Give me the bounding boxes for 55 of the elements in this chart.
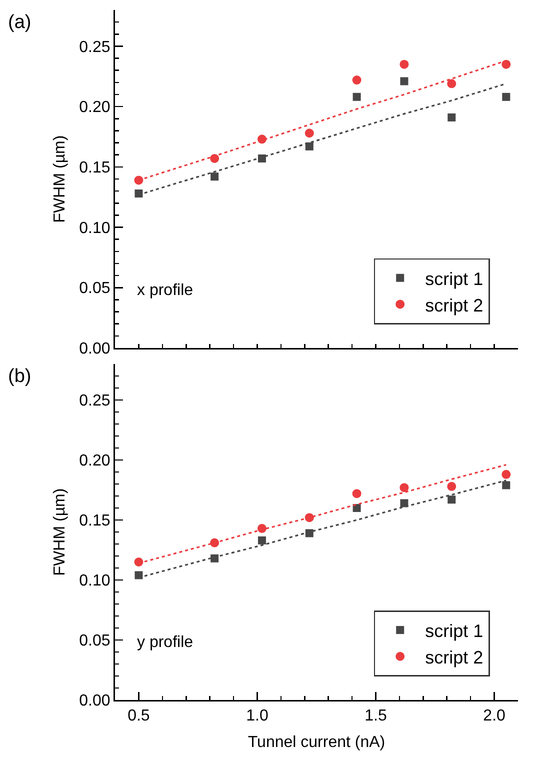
point [258,154,266,162]
text: (b) [8,366,32,387]
x-tick-label: 1.0 [246,708,268,725]
point [210,554,219,562]
point [502,481,510,490]
point [305,142,314,150]
point [448,496,456,504]
point [210,172,219,181]
point [134,558,144,566]
legend-label: script 2 [425,647,484,668]
y-tick-label: 0.10 [79,220,110,237]
point [447,79,456,88]
legend-label: script 1 [425,268,484,289]
point [305,529,314,538]
y-tick-label: 0.00 [79,340,110,358]
y-tick-label: 0.20 [79,99,110,116]
x-tick-label: 0.5 [128,708,150,725]
annotation: x profile [137,282,194,299]
annotation: y profile [137,634,194,651]
point [134,189,143,198]
x-tick-label: 1.5 [364,708,387,725]
point [400,77,408,86]
legend-label: script 1 [425,621,484,641]
y-tick-label: 0.00 [79,692,110,710]
point [447,482,456,491]
y-axis-title: FWHM (µm) [51,135,68,223]
point [400,60,409,69]
x-tick-label: 2.0 [483,708,506,725]
x-axis-title: Tunnel current (nA) [248,734,386,752]
point [352,504,361,512]
y-tick-label: 0.10 [79,572,110,590]
legend-label: script 2 [425,295,484,316]
point [134,571,143,580]
point [304,128,314,138]
point [400,499,408,508]
point [352,92,361,101]
point [352,489,362,498]
y-tick-label: 0.25 [79,38,110,56]
y-tick-label: 0.05 [79,280,110,298]
point [502,92,510,101]
y-tick-label: 0.20 [79,452,110,470]
point [502,470,511,479]
text: (a) [8,12,32,33]
point [134,176,144,185]
y-axis-title: FWHM (µm) [51,488,68,576]
point [352,76,362,85]
point [210,154,220,163]
y-tick-label: 0.15 [79,160,110,177]
y-tick-label: 0.05 [79,632,110,650]
point [258,536,266,544]
y-tick-label: 0.15 [79,512,110,530]
point [502,60,511,69]
point [448,113,456,122]
point [400,483,409,492]
y-tick-label: 0.25 [79,392,110,410]
